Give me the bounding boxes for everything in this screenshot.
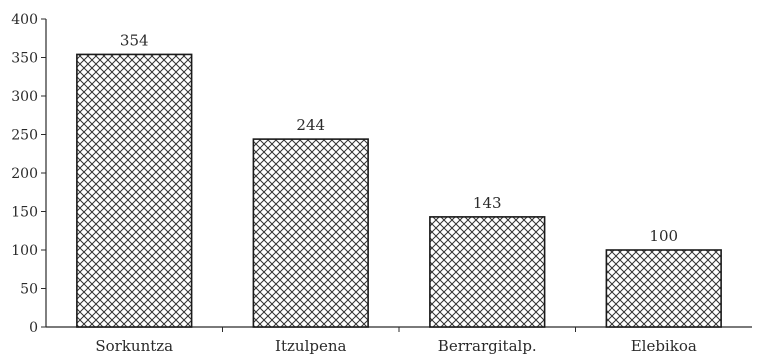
bar-sorkuntza (76, 53, 193, 328)
y-tick-label: 150 (11, 205, 38, 221)
bar-value-label: 354 (120, 31, 149, 49)
y-tick-label: 0 (29, 320, 38, 336)
data-labels: 354 244 143 100 (120, 31, 678, 245)
bar-itzulpena (252, 138, 369, 328)
x-category-label: Berrargitalp. (438, 337, 537, 355)
y-tick-label: 300 (11, 89, 38, 105)
bar-elebikoa (605, 249, 722, 328)
y-tick-label: 250 (11, 128, 38, 144)
x-category-label: Sorkuntza (95, 337, 173, 355)
y-axis: 0 50 100 150 200 250 300 350 400 (11, 12, 47, 336)
y-tick-label: 400 (11, 12, 38, 28)
y-tick-label: 350 (11, 51, 38, 67)
bars (76, 53, 722, 328)
bar-berrargitalp (429, 216, 546, 328)
y-tick-label: 200 (11, 166, 38, 182)
bar-value-label: 100 (649, 227, 678, 245)
x-axis: Sorkuntza Itzulpena Berrargitalp. Elebikoa (46, 326, 752, 355)
y-tick-label: 50 (20, 282, 38, 298)
y-tick-label: 100 (11, 243, 38, 259)
x-category-label: Itzulpena (275, 337, 346, 355)
bar-value-label: 244 (296, 116, 325, 134)
bar-value-label: 143 (473, 194, 502, 212)
x-category-label: Elebikoa (631, 337, 697, 355)
